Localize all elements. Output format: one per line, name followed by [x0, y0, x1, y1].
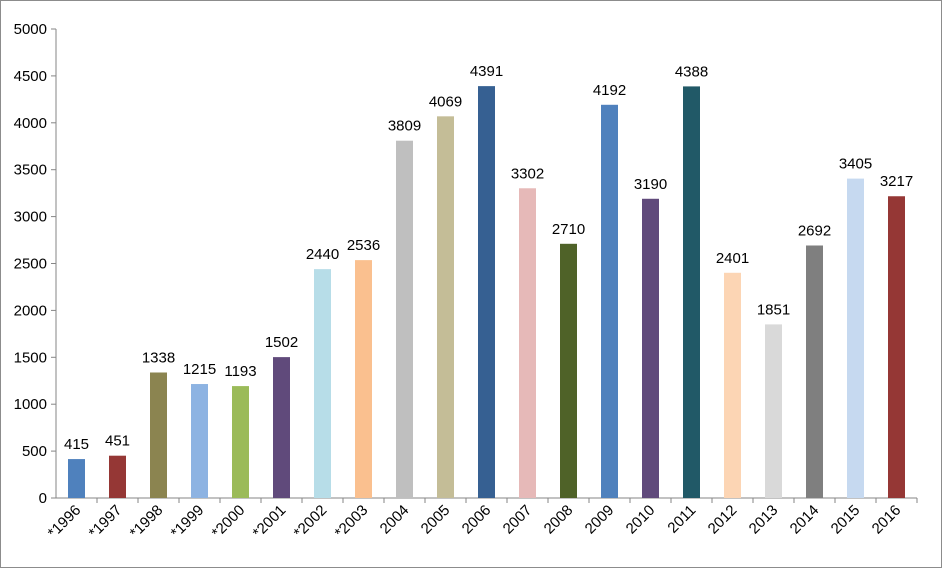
bar — [191, 384, 208, 498]
data-label: 2692 — [798, 222, 831, 239]
data-label: 3405 — [839, 156, 872, 173]
data-label: 3809 — [388, 118, 421, 135]
x-tick-label: 2004 — [377, 502, 413, 538]
bar — [437, 116, 454, 499]
bar — [683, 86, 700, 498]
data-label: 4192 — [593, 82, 626, 99]
data-label: 3302 — [511, 165, 544, 182]
y-tick-label: 1500 — [14, 349, 47, 366]
x-tick-label: *2001 — [250, 502, 290, 542]
bar — [68, 459, 85, 498]
bar — [355, 260, 372, 498]
x-tick-label: 2014 — [787, 502, 823, 538]
x-tick-label: 2006 — [459, 502, 495, 538]
y-tick-label: 2500 — [14, 256, 47, 273]
x-tick-label: *1998 — [127, 502, 167, 542]
bar — [519, 188, 536, 498]
x-tick-label: 2016 — [869, 502, 905, 538]
data-label: 3217 — [880, 173, 913, 190]
bar — [724, 272, 741, 498]
x-tick-label: 2008 — [541, 502, 577, 538]
data-labels: 415 451 1338 1215 1193 1502 2440 2536 3809 4069 43… — [64, 63, 913, 453]
y-axis: 0 500 1000 1500 2000 2500 3000 3500 4000 4500 5000 — [14, 21, 57, 507]
x-tick-label: 2015 — [828, 502, 864, 538]
bar — [232, 386, 249, 498]
data-label: 1215 — [183, 361, 216, 378]
y-tick-label: 2000 — [14, 302, 47, 319]
data-label: 4069 — [429, 93, 462, 110]
data-label: 451 — [105, 433, 130, 450]
x-tick-label: 2013 — [746, 502, 782, 538]
data-label: 4391 — [470, 63, 503, 80]
data-label: 1502 — [265, 334, 298, 351]
y-tick-label: 0 — [39, 490, 47, 507]
y-tick-label: 4000 — [14, 115, 47, 132]
data-label: 1338 — [142, 349, 175, 366]
x-tick-label: 2009 — [582, 502, 618, 538]
data-label: 2536 — [347, 237, 380, 254]
data-label: 3190 — [634, 176, 667, 193]
data-label: 2710 — [552, 221, 585, 238]
x-tick-label: *1999 — [168, 502, 208, 542]
data-label: 4388 — [675, 63, 708, 80]
bar — [888, 196, 905, 498]
x-tick-label: *1996 — [45, 502, 85, 542]
bar — [642, 198, 659, 498]
bar — [273, 357, 290, 498]
x-tick-label: 2011 — [664, 502, 699, 537]
bar — [765, 324, 782, 498]
bar — [396, 140, 413, 498]
y-tick-label: 4500 — [14, 68, 47, 85]
y-tick-label: 3000 — [14, 209, 47, 226]
bar — [478, 86, 495, 498]
x-tick-label: *2000 — [209, 502, 249, 542]
x-tick-label: *2002 — [291, 502, 331, 542]
x-tick-label: 2010 — [623, 502, 659, 538]
data-label: 1193 — [224, 363, 256, 380]
bar — [806, 245, 823, 498]
bar — [314, 269, 331, 498]
y-tick-label: 3500 — [14, 162, 47, 179]
x-tick-label: *1997 — [86, 502, 126, 542]
x-axis: *1996 *1997 *1998 *1999 *2000 *2001 *2002 *2003… — [45, 497, 918, 542]
y-tick-label: 1000 — [14, 396, 47, 413]
data-label: 415 — [64, 436, 89, 453]
y-tick-label: 500 — [22, 443, 47, 460]
y-tick-label: 5000 — [14, 21, 47, 38]
x-tick-label: 2007 — [500, 502, 536, 538]
bar — [847, 178, 864, 498]
bar — [150, 372, 167, 498]
data-label: 2401 — [716, 250, 749, 267]
x-tick-label: 2005 — [418, 502, 454, 538]
bars — [68, 86, 905, 499]
data-label: 1851 — [757, 301, 790, 318]
bar — [109, 455, 126, 498]
x-tick-label: *2003 — [332, 502, 372, 542]
data-label: 2440 — [306, 246, 339, 263]
bar — [601, 104, 618, 498]
x-tick-label: 2012 — [705, 502, 741, 538]
bar — [560, 243, 577, 498]
